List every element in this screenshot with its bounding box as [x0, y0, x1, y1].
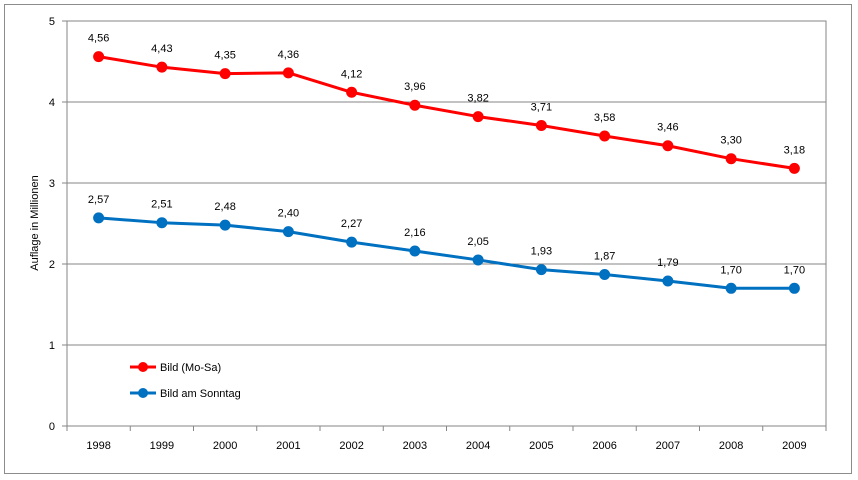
series-line	[98, 216, 795, 290]
data-label: 4,36	[278, 49, 299, 61]
data-label: 2,40	[278, 208, 299, 220]
data-label: 2,48	[214, 201, 235, 213]
data-label: 3,46	[657, 122, 678, 134]
data-label: 3,96	[404, 81, 425, 93]
y-tick-label: 3	[49, 178, 55, 190]
data-point	[599, 269, 611, 281]
y-tick-label: 2	[49, 259, 55, 271]
data-point	[282, 67, 294, 79]
data-point	[599, 130, 611, 142]
data-label: 3,58	[594, 112, 615, 124]
data-label: 2,57	[88, 194, 109, 206]
data-label: 3,71	[531, 101, 552, 113]
data-point	[472, 111, 484, 123]
data-point	[472, 254, 484, 266]
data-label: 4,12	[341, 68, 362, 80]
data-label: 3,30	[720, 135, 741, 147]
data-label: 1,79	[657, 257, 678, 269]
data-point	[156, 61, 168, 73]
data-point	[219, 68, 231, 80]
legend: Bild (Mo-Sa) Bild am Sonntag	[130, 362, 241, 400]
data-point	[535, 264, 547, 276]
data-label: 2,05	[467, 236, 488, 248]
y-tick-label: 0	[49, 421, 55, 433]
legend-label: Bild am Sonntag	[160, 388, 241, 400]
x-tick-label: 2007	[656, 440, 680, 452]
x-tick-label: 2006	[592, 440, 616, 452]
x-tick-label: 2009	[782, 440, 806, 452]
x-axis-ticks: 1998 1999 2000 2001 2002 2003 2004 2005 2006 2007…	[66, 426, 827, 452]
legend-label: Bild (Mo-Sa)	[160, 362, 221, 374]
y-tick-label: 5	[49, 16, 55, 28]
data-point	[93, 51, 105, 63]
data-point	[156, 217, 168, 229]
data-label: 2,16	[404, 227, 425, 239]
legend-marker	[138, 388, 148, 398]
x-tick-label: 2004	[466, 440, 490, 452]
x-tick-label: 1999	[150, 440, 174, 452]
data-label: 1,70	[720, 264, 741, 276]
data-point	[535, 119, 547, 131]
data-point	[93, 212, 105, 224]
y-tick-label: 4	[49, 97, 55, 109]
data-label: 4,56	[88, 33, 109, 45]
data-point	[346, 86, 358, 98]
x-tick-label: 2003	[403, 440, 427, 452]
data-point	[788, 282, 800, 294]
data-point	[409, 245, 421, 257]
data-point	[409, 99, 421, 111]
data-label: 4,35	[214, 50, 235, 62]
data-point	[788, 162, 800, 174]
x-tick-label: 1998	[86, 440, 110, 452]
data-label: 3,18	[784, 144, 805, 156]
data-point	[219, 219, 231, 231]
data-point	[662, 140, 674, 152]
x-tick-label: 2001	[276, 440, 300, 452]
data-label: 4,43	[151, 43, 172, 55]
x-tick-label: 2002	[339, 440, 363, 452]
series-group: 4,56 4,43 4,35 4,36 4,12 3,96 3,82 3,71 3,58 3,46…	[88, 33, 805, 294]
y-axis-ticks: 0 1 2 3 4 5	[49, 16, 67, 433]
series-line	[98, 55, 795, 170]
data-label: 2,51	[151, 199, 172, 211]
x-tick-label: 2008	[719, 440, 743, 452]
data-point	[282, 226, 294, 238]
y-tick-label: 1	[49, 340, 55, 352]
data-label: 3,82	[467, 93, 488, 105]
data-point	[662, 275, 674, 287]
data-label: 1,87	[594, 251, 615, 263]
y-axis-label: Auflage in Millionen	[29, 175, 41, 270]
data-label: 2,27	[341, 218, 362, 230]
data-point	[346, 236, 358, 248]
x-tick-label: 2005	[529, 440, 553, 452]
legend-marker	[138, 362, 148, 372]
data-label: 1,93	[531, 246, 552, 258]
data-point	[725, 282, 737, 294]
data-point	[725, 153, 737, 165]
data-label: 1,70	[784, 264, 805, 276]
x-tick-label: 2000	[213, 440, 237, 452]
